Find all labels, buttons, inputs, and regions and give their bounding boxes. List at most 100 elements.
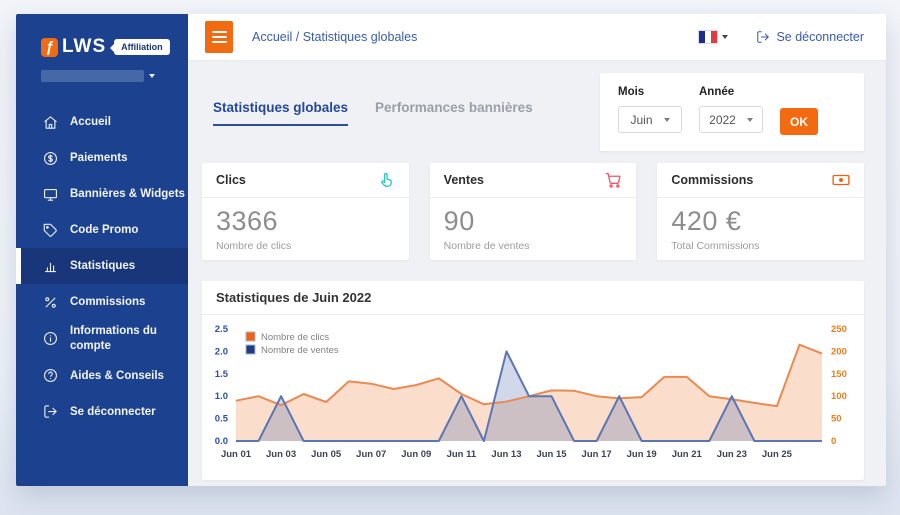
log-out-icon bbox=[756, 30, 770, 44]
ok-button[interactable]: OK bbox=[780, 108, 818, 135]
x-axis-tick: Jun 13 bbox=[491, 449, 521, 460]
affiliation-badge-label: Affiliation bbox=[121, 42, 163, 52]
year-select-value: 2022 bbox=[709, 112, 736, 127]
left-axis-tick: 0.5 bbox=[215, 414, 229, 425]
stat-card-body: 420 € Total Commissions bbox=[657, 198, 864, 252]
x-axis-tick: Jun 15 bbox=[536, 449, 567, 460]
chart-card: Statistiques de Juin 2022 0.0 0.5 1.0 1.5 2.… bbox=[202, 281, 864, 480]
stat-card-body: 90 Nombre de ventes bbox=[430, 198, 637, 252]
legend-label: Nombre de ventes bbox=[261, 345, 339, 356]
hand-pointer-icon bbox=[377, 171, 395, 189]
x-axis-tick: Jun 07 bbox=[356, 449, 386, 460]
month-select-value: Juin bbox=[630, 112, 653, 127]
tag-icon bbox=[43, 223, 58, 238]
sidebar-item-se-deconnecter[interactable]: Se déconnecter bbox=[16, 394, 188, 430]
right-axis-tick: 150 bbox=[831, 369, 847, 380]
left-axis-tick: 1.5 bbox=[215, 369, 229, 380]
flag-blue-stripe bbox=[699, 31, 706, 43]
right-axis-tick: 200 bbox=[831, 346, 847, 357]
stat-card-title: Ventes bbox=[443, 173, 484, 187]
x-axis-tick: Jun 25 bbox=[762, 449, 793, 460]
x-axis-tick: Jun 21 bbox=[672, 449, 703, 460]
help-circle-icon bbox=[43, 368, 58, 383]
right-axis-tick: 0 bbox=[831, 436, 836, 447]
left-axis-tick: 2.0 bbox=[215, 346, 228, 357]
stats-chart-svg: 0.0 0.5 1.0 1.5 2.0 2.5 0 50 100 150 200 250 Jun 01 J… bbox=[215, 324, 847, 460]
tabs: Statistiques globales Performances banni… bbox=[213, 100, 533, 126]
badge-notch bbox=[110, 44, 115, 52]
x-axis-tick: Jun 09 bbox=[401, 449, 431, 460]
sidebar-item-statistiques[interactable]: Statistiques bbox=[16, 248, 188, 284]
lws-logo: ƒ LWS Affiliation bbox=[16, 36, 188, 58]
month-select[interactable]: Juin bbox=[618, 106, 682, 133]
stat-card-commissions: Commissions 420 € Total Commissions bbox=[657, 163, 865, 260]
chart-wrap: 0.0 0.5 1.0 1.5 2.0 2.5 0 50 100 150 200 250 Jun 01 J… bbox=[202, 315, 864, 476]
x-axis-tick: Jun 11 bbox=[447, 449, 477, 460]
x-axis-tick: Jun 05 bbox=[311, 449, 342, 460]
monitor-icon bbox=[43, 187, 58, 202]
sidebar-item-paiements[interactable]: Paiements bbox=[16, 140, 188, 176]
topbar: Accueil / Statistiques globales Se décon… bbox=[188, 14, 886, 61]
legend-swatch bbox=[245, 344, 256, 355]
sidebar-item-accueil[interactable]: Accueil bbox=[16, 104, 188, 140]
info-circle-icon bbox=[43, 331, 58, 346]
flag-red-stripe bbox=[711, 31, 718, 43]
menu-toggle-button[interactable] bbox=[205, 21, 233, 53]
left-axis-tick: 0.0 bbox=[215, 436, 228, 447]
logout-link[interactable]: Se déconnecter bbox=[756, 30, 864, 44]
stat-card-header: Commissions bbox=[657, 163, 865, 198]
sidebar-item-label: Se déconnecter bbox=[70, 405, 156, 418]
stat-card-title: Commissions bbox=[671, 173, 754, 187]
account-row bbox=[41, 70, 188, 82]
stat-card-body: 3366 Nombre de clics bbox=[202, 198, 409, 252]
stat-card-caption: Nombre de clics bbox=[216, 240, 292, 252]
french-flag-icon[interactable] bbox=[699, 31, 718, 43]
sidebar-item-aides-conseils[interactable]: Aides & Conseils bbox=[16, 358, 188, 394]
year-filter-group: Année 2022 bbox=[699, 86, 763, 135]
tab-statistiques-globales[interactable]: Statistiques globales bbox=[213, 100, 349, 126]
logout-label: Se déconnecter bbox=[776, 30, 864, 44]
tab-performances-bannieres[interactable]: Performances bannières bbox=[375, 100, 533, 115]
chart-title: Statistiques de Juin 2022 bbox=[202, 281, 864, 315]
x-axis-tick: Jun 03 bbox=[266, 449, 296, 460]
account-selector[interactable] bbox=[41, 70, 144, 82]
stat-card-value: 90 bbox=[443, 206, 475, 236]
month-label: Mois bbox=[618, 86, 645, 98]
breadcrumb: Accueil / Statistiques globales bbox=[252, 30, 418, 44]
stat-card-header: Ventes bbox=[429, 163, 637, 198]
stat-card-caption: Nombre de ventes bbox=[443, 240, 530, 252]
content: Statistiques globales Performances banni… bbox=[188, 61, 886, 486]
year-select[interactable]: 2022 bbox=[699, 106, 763, 133]
sidebar-item-label: Statistiques bbox=[70, 260, 136, 272]
chevron-down-icon bbox=[722, 35, 729, 39]
bar-chart-icon bbox=[43, 259, 58, 274]
affiliation-badge: Affiliation bbox=[110, 39, 170, 55]
log-out-icon bbox=[43, 404, 58, 419]
sidebar-item-label: Bannières & Widgets bbox=[70, 188, 185, 200]
month-filter-group: Mois Juin bbox=[618, 86, 682, 135]
year-label: Année bbox=[699, 86, 735, 98]
period-filter-card: Mois Juin Année 2022 OK bbox=[600, 73, 864, 151]
clics-area bbox=[236, 344, 822, 441]
sidebar-item-label: Paiements bbox=[70, 152, 128, 164]
banknote-icon bbox=[832, 171, 850, 189]
sidebar: ƒ LWS Affiliation Accueil Paiements Banniè… bbox=[16, 14, 188, 486]
main-panel: Accueil / Statistiques globales Se décon… bbox=[188, 14, 886, 486]
x-axis-tick: Jun 23 bbox=[717, 449, 747, 460]
stat-cards: Clics 3366 Nombre de clics Ventes 90 Nombre d… bbox=[202, 163, 865, 260]
chevron-down-icon bbox=[149, 74, 155, 78]
legend-swatch bbox=[245, 331, 256, 342]
stat-card-header: Clics bbox=[202, 163, 409, 198]
sidebar-item-informations-du-compte[interactable]: Informations du compte bbox=[16, 320, 188, 358]
ventes-line bbox=[236, 350, 822, 442]
sidebar-item-label: Informations du compte bbox=[70, 325, 157, 352]
sidebar-item-code-promo[interactable]: Code Promo bbox=[16, 212, 188, 248]
sidebar-menu: Accueil Paiements Bannières & Widgets Code … bbox=[16, 104, 188, 430]
x-axis-tick: Jun 17 bbox=[582, 449, 612, 460]
chevron-down-icon bbox=[746, 117, 753, 122]
sidebar-item-bannieres-widgets[interactable]: Bannières & Widgets bbox=[16, 176, 188, 212]
stat-card-value: 3366 bbox=[216, 206, 279, 236]
tabs-and-filter-row: Statistiques globales Performances banni… bbox=[202, 73, 864, 151]
sidebar-item-commissions[interactable]: Commissions bbox=[16, 284, 188, 320]
stat-card-clics: Clics 3366 Nombre de clics bbox=[202, 163, 409, 260]
